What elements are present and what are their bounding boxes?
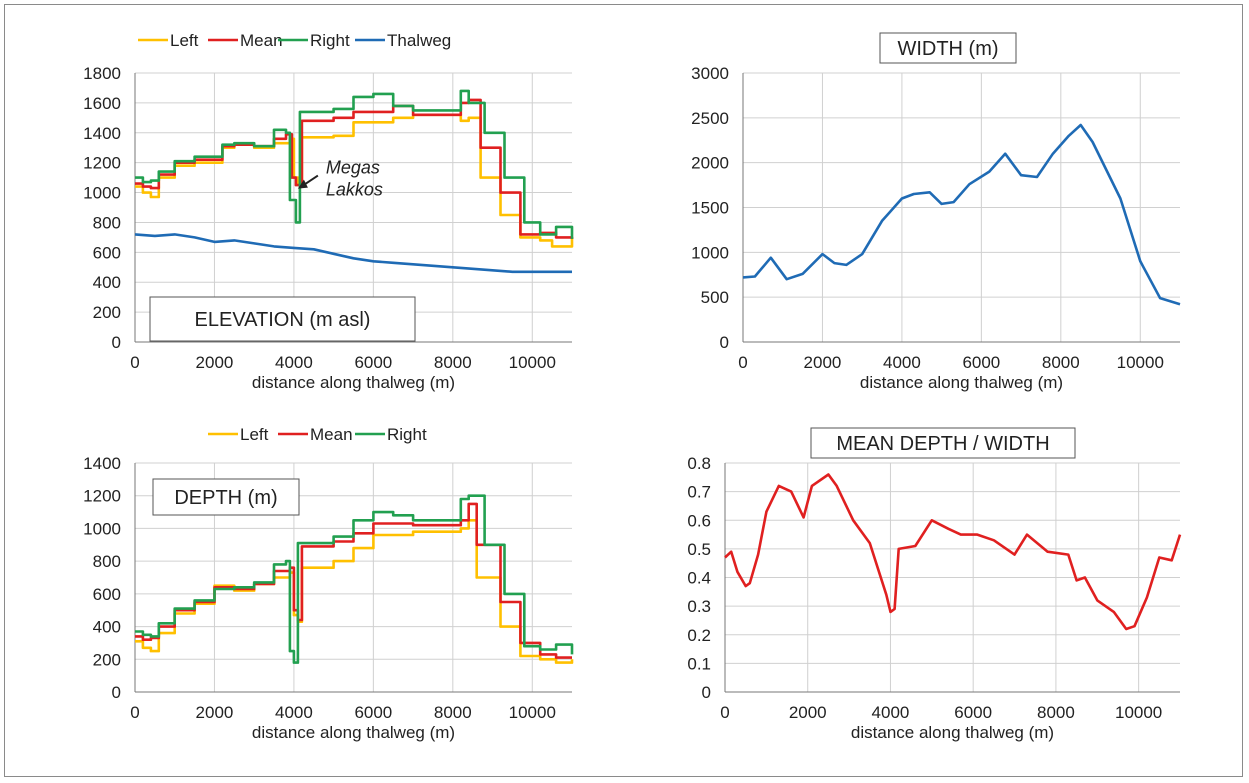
x-tick-label: 10000 xyxy=(1117,353,1164,372)
y-tick-label: 1200 xyxy=(83,154,121,173)
series-line-right xyxy=(135,494,574,664)
chart-title: MEAN DEPTH / WIDTH xyxy=(836,433,1049,455)
y-tick-label: 800 xyxy=(93,552,121,571)
y-tick-label: 3000 xyxy=(691,64,729,83)
series-line-right xyxy=(135,89,574,239)
y-tick-label: 0 xyxy=(112,683,121,702)
y-tick-label: 500 xyxy=(701,288,729,307)
x-axis-label: distance along thalweg (m) xyxy=(851,723,1054,742)
y-tick-label: 600 xyxy=(93,243,121,262)
legend-label: Mean xyxy=(240,31,283,50)
y-tick-label: 0 xyxy=(720,333,729,352)
x-tick-label: 0 xyxy=(720,703,729,722)
y-tick-label: 0 xyxy=(702,683,711,702)
x-tick-label: 4000 xyxy=(872,703,910,722)
annotation-text: Megas xyxy=(326,158,380,178)
chart-title: ELEVATION (m asl) xyxy=(195,309,371,331)
x-tick-label: 8000 xyxy=(434,353,472,372)
y-tick-label: 1400 xyxy=(83,454,121,473)
x-tick-label: 8000 xyxy=(1037,703,1075,722)
y-tick-label: 0.1 xyxy=(687,654,711,673)
y-tick-label: 1200 xyxy=(83,487,121,506)
y-tick-label: 400 xyxy=(93,618,121,637)
chart-title-box xyxy=(149,296,416,342)
y-tick-label: 0 xyxy=(112,333,121,352)
x-tick-label: 8000 xyxy=(1042,353,1080,372)
y-tick-label: 400 xyxy=(93,273,121,292)
legend-label: Right xyxy=(310,31,350,50)
x-axis-label: distance along thalweg (m) xyxy=(252,373,455,392)
x-tick-label: 6000 xyxy=(962,353,1000,372)
x-axis-label: distance along thalweg (m) xyxy=(252,723,455,742)
legend-label: Mean xyxy=(310,425,353,444)
x-tick-label: 10000 xyxy=(1115,703,1162,722)
x-tick-label: 4000 xyxy=(883,353,921,372)
y-tick-label: 0.2 xyxy=(687,626,711,645)
chart-title-box xyxy=(879,32,1017,64)
y-tick-label: 0.7 xyxy=(687,483,711,502)
x-tick-label: 4000 xyxy=(275,703,313,722)
y-tick-label: 800 xyxy=(93,213,121,232)
x-tick-label: 6000 xyxy=(954,703,992,722)
y-tick-label: 0.4 xyxy=(687,569,711,588)
legend-label: Right xyxy=(387,425,427,444)
series-line-thalweg xyxy=(134,233,572,274)
y-tick-label: 0.5 xyxy=(687,540,711,559)
chart-title-box xyxy=(810,427,1076,459)
legend-label: Left xyxy=(240,425,269,444)
x-tick-label: 2000 xyxy=(196,703,234,722)
y-tick-label: 1000 xyxy=(83,184,121,203)
y-tick-label: 200 xyxy=(93,303,121,322)
legend-label: Left xyxy=(170,31,199,50)
annotation-arrowhead xyxy=(297,179,308,189)
chart-ratio: 0 0.1 0.2 0.3 0.4 0.5 0.6 0.7 0.8 0 2000 4000 6000 80… xyxy=(687,427,1182,742)
x-axis-label: distance along thalweg (m) xyxy=(860,373,1063,392)
y-tick-label: 1600 xyxy=(83,94,121,113)
y-tick-label: 0.6 xyxy=(687,511,711,530)
x-tick-label: 10000 xyxy=(509,703,556,722)
annotation-text: Lakkos xyxy=(326,180,383,200)
chart-elevation: 0 200 400 600 800 1000 1200 1400 1600 1800 0 2000 40… xyxy=(83,31,574,392)
chart-title: WIDTH (m) xyxy=(897,38,998,60)
x-tick-label: 0 xyxy=(130,353,139,372)
series-line-ratio xyxy=(724,473,1182,631)
x-tick-label: 0 xyxy=(738,353,747,372)
y-tick-label: 600 xyxy=(93,585,121,604)
x-tick-label: 10000 xyxy=(509,353,556,372)
y-tick-label: 0.3 xyxy=(687,597,711,616)
x-tick-label: 2000 xyxy=(196,353,234,372)
x-tick-label: 6000 xyxy=(354,703,392,722)
x-tick-label: 2000 xyxy=(804,353,842,372)
y-tick-label: 0.8 xyxy=(687,454,711,473)
x-tick-label: 0 xyxy=(130,703,139,722)
chart-width: 0 500 1000 1500 2000 2500 3000 0 2000 4000 6000 800… xyxy=(691,32,1181,392)
legend-label: Thalweg xyxy=(387,31,451,50)
series-line-left xyxy=(135,519,574,664)
y-tick-label: 1000 xyxy=(83,519,121,538)
x-tick-label: 6000 xyxy=(354,353,392,372)
figure-frame xyxy=(4,4,1243,777)
y-tick-label: 2000 xyxy=(691,154,729,173)
x-tick-label: 4000 xyxy=(275,353,313,372)
chart-title-box xyxy=(152,478,300,516)
x-tick-label: 2000 xyxy=(789,703,827,722)
x-tick-label: 8000 xyxy=(434,703,472,722)
y-tick-label: 1500 xyxy=(691,199,729,218)
chart-title: DEPTH (m) xyxy=(174,487,277,509)
y-tick-label: 1400 xyxy=(83,124,121,143)
chart-depth: 0 200 400 600 800 1000 1200 1400 0 2000 4000 6000 80… xyxy=(83,425,574,742)
y-tick-label: 200 xyxy=(93,650,121,669)
y-tick-label: 1800 xyxy=(83,64,121,83)
series-line-width xyxy=(742,123,1181,306)
y-tick-label: 1000 xyxy=(691,243,729,262)
y-tick-label: 2500 xyxy=(691,109,729,128)
